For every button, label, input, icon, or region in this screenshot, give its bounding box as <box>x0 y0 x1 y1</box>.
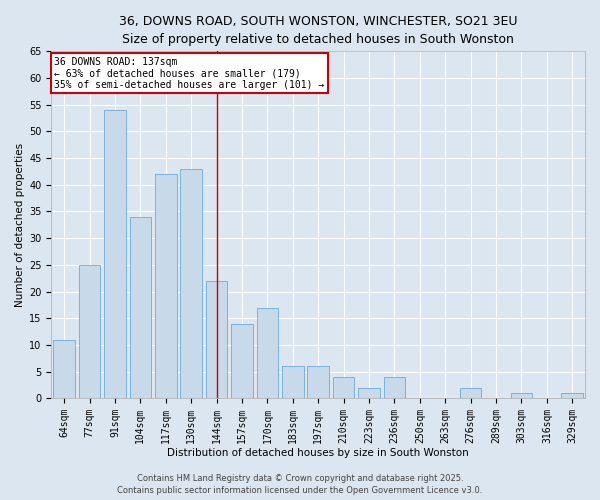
Text: Contains HM Land Registry data © Crown copyright and database right 2025.
Contai: Contains HM Land Registry data © Crown c… <box>118 474 482 495</box>
Bar <box>206 281 227 398</box>
X-axis label: Distribution of detached houses by size in South Wonston: Distribution of detached houses by size … <box>167 448 469 458</box>
Bar <box>181 169 202 398</box>
Bar <box>562 393 583 398</box>
Bar <box>155 174 176 398</box>
Bar <box>511 393 532 398</box>
Bar <box>231 324 253 398</box>
Title: 36, DOWNS ROAD, SOUTH WONSTON, WINCHESTER, SO21 3EU
Size of property relative to: 36, DOWNS ROAD, SOUTH WONSTON, WINCHESTE… <box>119 15 517 46</box>
Text: 36 DOWNS ROAD: 137sqm
← 63% of detached houses are smaller (179)
35% of semi-det: 36 DOWNS ROAD: 137sqm ← 63% of detached … <box>54 56 325 90</box>
Y-axis label: Number of detached properties: Number of detached properties <box>15 143 25 307</box>
Bar <box>104 110 126 399</box>
Bar <box>307 366 329 398</box>
Bar <box>358 388 380 398</box>
Bar <box>282 366 304 398</box>
Bar <box>79 265 100 398</box>
Bar <box>53 340 75 398</box>
Bar <box>257 308 278 398</box>
Bar <box>383 377 405 398</box>
Bar <box>460 388 481 398</box>
Bar <box>333 377 355 398</box>
Bar <box>130 217 151 398</box>
